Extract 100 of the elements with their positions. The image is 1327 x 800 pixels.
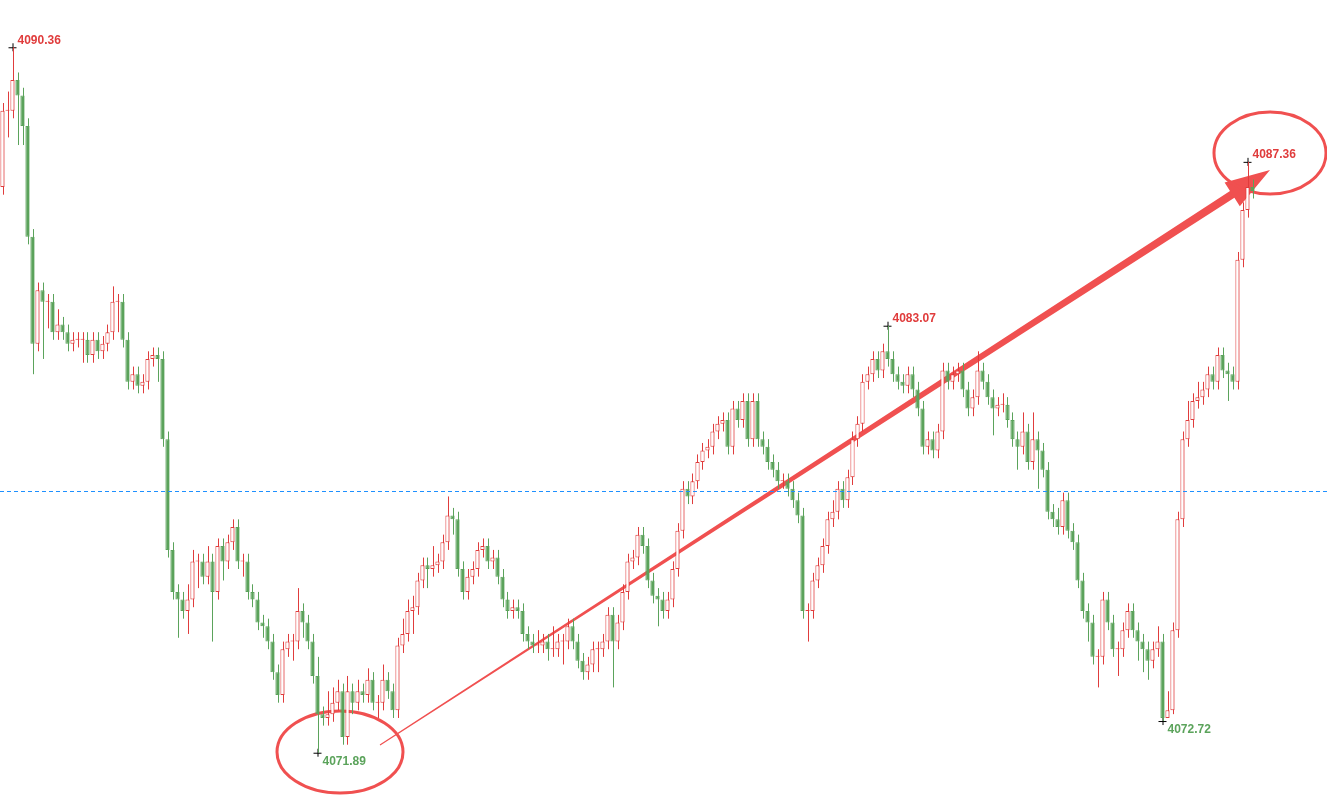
candlestick [400,618,405,654]
candlestick [470,560,475,585]
candlestick [575,633,580,669]
candlestick [495,549,500,585]
candlestick [815,557,820,589]
candlestick [250,583,255,608]
candlestick [260,614,265,639]
candlestick [1055,507,1060,536]
candlestick [970,389,975,417]
candlestick [835,480,840,520]
candlestick [265,618,270,650]
candlestick [220,537,225,581]
candlestick [230,518,235,551]
candlestick [760,431,765,455]
candlestick [1130,602,1135,639]
candlestick [505,591,510,620]
candlestick [875,350,880,379]
candlestick [510,599,515,620]
candlestick [85,331,90,364]
candlestick [900,373,905,394]
candlestick [90,331,95,364]
candlestick [770,453,775,478]
candlestick [350,683,355,715]
candlestick [480,537,485,559]
candlestick [980,362,985,390]
annotation: 4087.36 [1252,147,1297,162]
candlestick [365,667,370,704]
candlestick [585,656,590,681]
candlestick [820,537,825,574]
candlestick [390,683,395,719]
candlestick [420,557,425,589]
candlestick [440,534,445,570]
candlestick [1230,366,1235,390]
candlestick [255,591,260,631]
candlestick [635,526,640,566]
candlestick [305,614,310,650]
candlestick [425,557,430,589]
candlestick [890,350,895,383]
candlestick [55,308,60,341]
candlestick [600,633,605,658]
candlestick [130,366,135,390]
candlestick [520,602,525,643]
candlestick [105,324,110,352]
candlestick [460,560,465,601]
candlestick [955,362,960,383]
candlestick [15,71,20,146]
candlestick [475,541,480,578]
candlestick [580,652,585,681]
candlestick [515,599,520,620]
candlestick [300,602,305,639]
candlestick [60,316,65,341]
candlestick [690,473,695,505]
candlestick [945,362,950,390]
candlestick [765,438,770,471]
candlestick [1005,396,1010,429]
candlestick [930,431,935,459]
candlestick [1220,346,1225,379]
candlestick [960,362,965,398]
candlestick [855,415,860,448]
candlestick [1145,641,1150,681]
candlestick [685,480,690,505]
candlestick [430,545,435,578]
candlestick [180,591,185,620]
candlestick [465,568,470,601]
candlestick [100,335,105,360]
candlestick [935,423,940,459]
candlestick [370,671,375,711]
candlestick [1015,431,1020,471]
candlestick [1040,442,1045,478]
candlestick [555,633,560,658]
candlestick [1165,690,1170,719]
candlestick [65,324,70,352]
candlestick [1190,392,1195,429]
candlestick [790,480,795,509]
candlestick [1140,633,1145,673]
candlestick [200,553,205,585]
candlestick [840,480,845,509]
candlestick [205,545,210,585]
candlestick [225,534,230,570]
annotation: 4072.72 [1167,722,1212,737]
candlestick [1085,602,1090,643]
candlestick [640,526,645,555]
candlestick [660,591,665,620]
candlestick [150,346,155,368]
candlestick [565,618,570,650]
candlestick [845,469,850,509]
candlestick [785,473,790,497]
candlestick [1200,381,1205,406]
candlestick [1155,625,1160,658]
candlestick [485,537,490,570]
candlestick [985,373,990,406]
candlestick [830,499,835,528]
candlestick [695,453,700,490]
candlestick [1225,362,1230,402]
text: 4071.89 [322,754,367,769]
candlestick [525,625,530,650]
candlestick [155,346,160,383]
candlestick [590,641,595,673]
candlestick [380,664,385,711]
annotation: 4083.07 [892,311,937,326]
